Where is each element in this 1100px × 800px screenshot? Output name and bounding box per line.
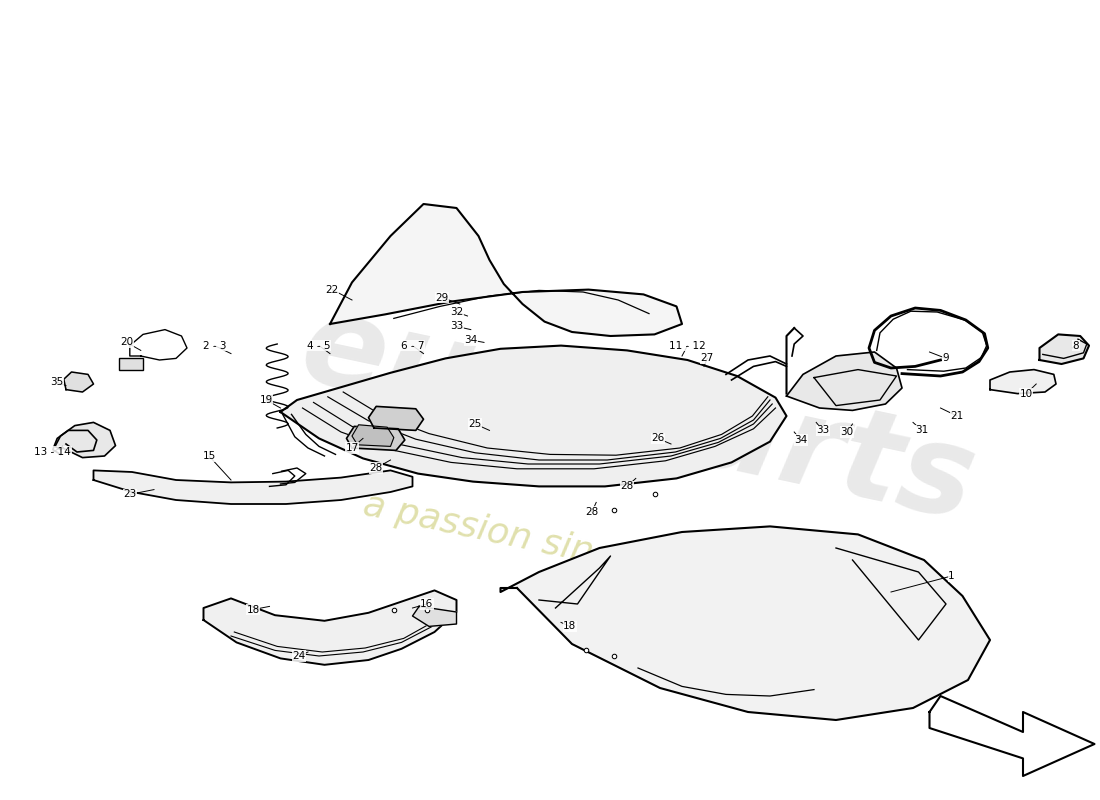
Polygon shape: [55, 422, 116, 458]
Text: euroParts: euroParts: [290, 286, 986, 546]
Text: 13 - 14: 13 - 14: [34, 447, 72, 457]
Text: 8: 8: [1072, 341, 1079, 350]
Text: 35: 35: [51, 378, 64, 387]
Text: 17: 17: [345, 443, 359, 453]
Text: 21: 21: [950, 411, 964, 421]
Text: 30: 30: [840, 427, 854, 437]
Polygon shape: [368, 406, 424, 430]
Text: a passion since 1985: a passion since 1985: [361, 488, 739, 600]
Polygon shape: [786, 352, 902, 410]
Text: 18: 18: [246, 605, 260, 614]
FancyBboxPatch shape: [119, 358, 143, 370]
Text: 2 - 3: 2 - 3: [202, 341, 227, 350]
Text: 29: 29: [436, 293, 449, 302]
Text: 19: 19: [260, 395, 273, 405]
Text: 16: 16: [420, 599, 433, 609]
Text: 34: 34: [794, 435, 807, 445]
Text: 23: 23: [123, 490, 136, 499]
Text: 28: 28: [620, 482, 634, 491]
Text: 33: 33: [450, 322, 463, 331]
Text: 32: 32: [450, 307, 463, 317]
Text: 1: 1: [948, 571, 955, 581]
Text: 4 - 5: 4 - 5: [307, 341, 331, 350]
Text: 22: 22: [326, 285, 339, 294]
Text: 33: 33: [816, 426, 829, 435]
Text: 34: 34: [464, 335, 477, 345]
Text: 6 - 7: 6 - 7: [400, 341, 425, 350]
Polygon shape: [500, 526, 990, 720]
Text: 18: 18: [563, 622, 576, 631]
Polygon shape: [990, 370, 1056, 394]
Text: 28: 28: [370, 463, 383, 473]
Polygon shape: [204, 590, 456, 665]
Text: 11 - 12: 11 - 12: [669, 341, 706, 350]
Polygon shape: [352, 425, 394, 446]
Text: 28: 28: [585, 507, 598, 517]
Text: 26: 26: [651, 434, 664, 443]
Polygon shape: [64, 372, 94, 392]
Polygon shape: [330, 204, 682, 336]
Text: 10: 10: [1020, 389, 1033, 398]
Text: 20: 20: [120, 338, 133, 347]
Text: 31: 31: [915, 426, 928, 435]
Polygon shape: [94, 470, 412, 504]
Text: 9: 9: [943, 354, 949, 363]
Polygon shape: [412, 606, 456, 626]
Text: 24: 24: [293, 651, 306, 661]
Polygon shape: [346, 426, 405, 450]
Polygon shape: [1040, 334, 1089, 364]
Polygon shape: [280, 346, 786, 486]
Text: 25: 25: [469, 419, 482, 429]
Text: 15: 15: [202, 451, 216, 461]
Polygon shape: [930, 696, 1094, 776]
Text: 27: 27: [701, 354, 714, 363]
